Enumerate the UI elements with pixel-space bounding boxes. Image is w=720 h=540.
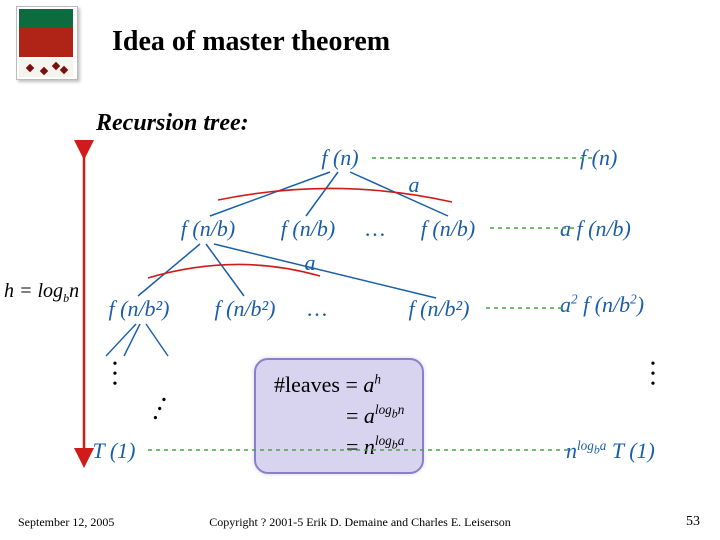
footer-page: 53 [686, 514, 700, 530]
sum-l1: a f (n/b) [560, 216, 700, 242]
sum-l2: a2 f (n/b2) [560, 292, 710, 318]
node-l1-1: f (n/b) [268, 216, 348, 242]
sum-root: f (n) [580, 145, 700, 171]
node-root: f (n) [310, 145, 370, 171]
vdots-left: ••• [112, 360, 118, 390]
leaves-box: #leaves = ah = alogbn = nlogba [254, 358, 424, 474]
node-l2-2: f (n/b²) [394, 296, 484, 322]
book-icon [16, 6, 78, 80]
node-l2-0: f (n/b²) [94, 296, 184, 322]
dots-l1: … [364, 216, 388, 242]
height-label: h = logbn [4, 280, 79, 306]
dots-l2: … [306, 296, 330, 322]
sum-bottom: nlogba T (1) [566, 438, 716, 464]
node-l1-0: f (n/b) [168, 216, 248, 242]
a-label-2: a [300, 250, 320, 276]
node-l1-2: f (n/b) [408, 216, 488, 242]
footer-copyright: Copyright ? 2001-5 Erik D. Demaine and C… [0, 515, 720, 530]
leaves-line2: = alogbn [274, 401, 404, 432]
vdots-right: ••• [650, 360, 656, 390]
vdots-diag: ••• [150, 395, 168, 425]
slide: Idea of master theorem Recursion tree: h… [0, 0, 720, 540]
node-bottom: T (1) [84, 438, 144, 464]
leaves-line1: #leaves = ah [274, 370, 404, 401]
a-label-1: a [404, 172, 424, 198]
slide-subtitle: Recursion tree: [96, 110, 249, 137]
node-l2-1: f (n/b²) [200, 296, 290, 322]
slide-title: Idea of master theorem [112, 26, 390, 58]
leaves-line3: = nlogba [274, 432, 404, 463]
